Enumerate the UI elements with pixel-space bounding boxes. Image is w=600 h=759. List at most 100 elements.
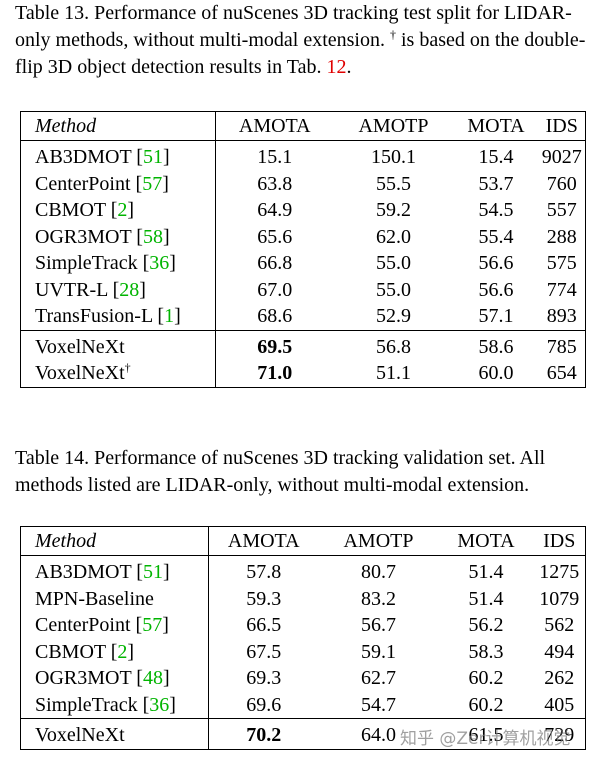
method-cell: TransFusion-L [1]: [20, 303, 216, 330]
column-header: IDS: [545, 114, 578, 137]
value-cell: 52.9: [376, 305, 411, 327]
method-cell: OGR3MOT [58]: [20, 223, 216, 250]
column-header: IDS: [543, 529, 576, 552]
value-cell: 557: [546, 199, 577, 221]
value-cell: 64.0: [361, 724, 396, 746]
value-cell: 57.1: [478, 305, 514, 327]
text-segment: ]: [127, 640, 135, 663]
reference: 48: [142, 667, 163, 689]
table-row: OGR3MOT [58] 65.6 62.0 55.4 288: [20, 223, 586, 250]
table-header: Method AMOTA AMOTP MOTA IDS: [20, 526, 586, 556]
value-cell: 66.8: [257, 252, 293, 274]
value-cell: 60.0: [478, 362, 514, 384]
table-row: VoxelNeXt† 71.0 51.1 60.0 654: [20, 360, 586, 387]
text-segment: AB3DMOT [: [35, 146, 143, 168]
value-cell: 53.7: [478, 172, 514, 195]
column-header: AMOTP: [343, 529, 414, 552]
header-row: Method AMOTA AMOTP MOTA IDS: [20, 111, 586, 141]
value-cell: 55.4: [478, 225, 514, 248]
value-cell: 785: [546, 335, 577, 358]
value-cell: 70.2: [246, 724, 282, 746]
value-cell: 654: [546, 362, 577, 384]
column-header: Method: [20, 526, 209, 556]
table-row: SimpleTrack [36] 66.8 55.0 56.6 575: [20, 250, 586, 277]
method-cell: VoxelNeXt: [20, 718, 209, 749]
text-segment: CBMOT [: [35, 640, 118, 663]
value-cell: 729: [544, 724, 575, 746]
value-cell: 68.6: [257, 305, 293, 327]
text-segment: ]: [139, 278, 146, 301]
text-segment: .: [346, 56, 352, 78]
text-segment: CenterPoint [: [35, 172, 143, 195]
method-cell: VoxelNeXt: [20, 330, 216, 360]
method-cell: CenterPoint [57]: [20, 612, 209, 639]
text-segment: ]: [169, 693, 176, 716]
text-segment: ]: [162, 146, 170, 168]
text-segment: is based on the double-flip 3D object de…: [15, 29, 586, 78]
value-cell: 54.5: [478, 199, 514, 221]
method-cell: AB3DMOT [51]: [20, 555, 209, 586]
reference: 36: [149, 693, 170, 716]
text-segment: AB3DMOT [: [35, 561, 143, 583]
value-cell: 67.5: [246, 640, 282, 663]
value-cell: 575: [546, 252, 577, 274]
column-header: AMOTP: [358, 114, 429, 137]
table-row: UVTR-L [28] 67.0 55.0 56.6 774: [20, 276, 586, 303]
value-cell: 9027: [541, 146, 582, 168]
table-row: AB3DMOT [51] 15.1 150.1 15.4 9027: [20, 140, 586, 171]
value-cell: 58.6: [478, 335, 514, 358]
value-cell: 60.2: [468, 667, 504, 689]
text-segment: CBMOT [: [35, 199, 118, 221]
value-cell: 15.4: [478, 146, 514, 168]
value-cell: 774: [546, 278, 577, 301]
row-group: VoxelNeXt 70.2 64.0 61.5 729: [20, 718, 586, 749]
value-cell: 55.0: [376, 252, 411, 274]
table-caption: Table 14. Performance of nuScenes 3D tra…: [15, 445, 590, 499]
table: Method AMOTA AMOTP MOTA IDS AB3DMOT [51] 57.8 8…: [20, 526, 586, 750]
column-header: Method: [20, 111, 216, 141]
value-cell: 55.0: [376, 278, 411, 301]
value-cell: 66.5: [246, 614, 282, 636]
text-segment: †: [124, 360, 131, 375]
table-header: Method AMOTA AMOTP MOTA IDS: [20, 111, 586, 141]
text-segment: ]: [162, 614, 169, 636]
method-cell: SimpleTrack [36]: [20, 691, 209, 719]
reference: 57: [142, 172, 163, 195]
column-header: MOTA: [457, 529, 515, 552]
text-segment: OGR3MOT [: [35, 667, 143, 689]
value-cell: 893: [546, 305, 577, 327]
value-cell: 80.7: [361, 561, 396, 583]
table-caption: Table 13. Performance of nuScenes 3D tra…: [15, 0, 590, 81]
value-cell: 65.6: [257, 225, 293, 248]
text-segment: OGR3MOT [: [35, 225, 143, 248]
method-cell: CBMOT [2]: [20, 197, 216, 224]
reference: 12: [326, 56, 347, 78]
value-cell: 54.7: [361, 693, 396, 716]
row-group: AB3DMOT [51] 15.1 150.1 15.4 9027 CenterPoint…: [20, 140, 586, 330]
column-header: AMOTA: [238, 114, 311, 137]
value-cell: 51.4: [468, 561, 504, 583]
table-row: CBMOT [2] 67.5 59.1 58.3 494: [20, 638, 586, 665]
value-cell: 55.5: [376, 172, 411, 195]
value-cell: 15.1: [257, 146, 293, 168]
header-row: Method AMOTA AMOTP MOTA IDS: [20, 526, 586, 556]
text-segment: ]: [169, 252, 176, 274]
value-cell: 51.4: [468, 587, 504, 610]
value-cell: 69.3: [246, 667, 282, 689]
method-cell: SimpleTrack [36]: [20, 250, 216, 277]
table-row: SimpleTrack [36] 69.6 54.7 60.2 405: [20, 691, 586, 719]
text-segment: MPN-Baseline: [35, 587, 154, 610]
text-segment: ]: [162, 225, 170, 248]
value-cell: 67.0: [257, 278, 293, 301]
value-cell: 58.3: [468, 640, 504, 663]
value-cell: 1079: [539, 587, 580, 610]
value-cell: 288: [546, 225, 577, 248]
method-cell: OGR3MOT [48]: [20, 665, 209, 692]
method-cell: UVTR-L [28]: [20, 276, 216, 303]
method-cell: CBMOT [2]: [20, 638, 209, 665]
text-segment: ]: [174, 305, 181, 327]
value-cell: 62.0: [376, 225, 411, 248]
value-cell: 405: [544, 693, 575, 716]
row-group: VoxelNeXt 69.5 56.8 58.6 785 VoxelNeXt† 71.0 51…: [20, 330, 586, 387]
